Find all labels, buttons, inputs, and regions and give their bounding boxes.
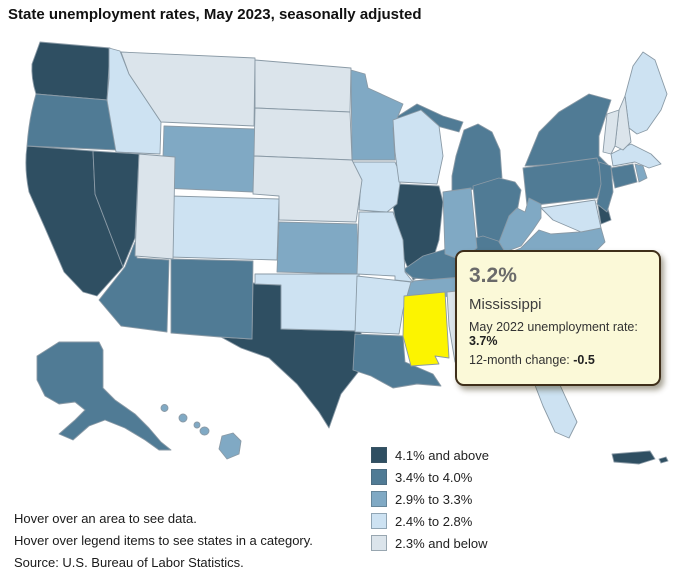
note-hover-area: Hover over an area to see data. <box>14 511 197 526</box>
tooltip-change-value: -0.5 <box>573 353 595 367</box>
state-NJ[interactable] <box>596 161 614 213</box>
state-RI[interactable] <box>634 163 648 183</box>
legend-label: 3.4% to 4.0% <box>395 469 473 485</box>
legend-swatch <box>371 447 387 463</box>
footnotes: Hover over an area to see data. Hover ov… <box>14 508 313 572</box>
legend-item-0[interactable]: 4.1% and above <box>371 444 489 466</box>
state-MD[interactable] <box>540 199 602 233</box>
legend-label: 2.3% and below <box>395 535 488 551</box>
legend-swatch <box>371 469 387 485</box>
state-CT[interactable] <box>610 163 638 189</box>
tooltip-prev-line: May 2022 unemployment rate: 3.7% <box>469 320 647 348</box>
tooltip-rate: 3.2% <box>469 264 517 287</box>
state-UT[interactable] <box>134 153 176 260</box>
state-ME[interactable] <box>624 51 668 135</box>
state-MO[interactable] <box>356 211 414 283</box>
state-WA[interactable] <box>31 41 111 101</box>
legend-item-4[interactable]: 2.3% and below <box>371 532 489 554</box>
state-AR[interactable] <box>354 275 412 335</box>
state-WI[interactable] <box>392 109 444 185</box>
state-HI[interactable] <box>160 404 242 460</box>
chart-title: State unemployment rates, May 2023, seas… <box>8 6 422 23</box>
state-NE[interactable] <box>252 155 363 223</box>
state-MT[interactable] <box>120 51 256 127</box>
legend-item-3[interactable]: 2.4% to 2.8% <box>371 510 489 532</box>
state-WY[interactable] <box>161 125 256 193</box>
legend-swatch <box>371 491 387 507</box>
legend: 4.1% and above 3.4% to 4.0% 2.9% to 3.3% 2.… <box>371 444 489 554</box>
state-OR[interactable] <box>26 93 118 151</box>
state-NV[interactable] <box>92 150 140 268</box>
state-NY[interactable] <box>524 93 612 167</box>
legend-label: 2.4% to 2.8% <box>395 513 473 529</box>
tooltip-change-label: 12-month change: <box>469 353 570 367</box>
legend-swatch <box>371 513 387 529</box>
tooltip-change-line: 12-month change: -0.5 <box>469 353 647 367</box>
tooltip-prev-label: May 2022 unemployment rate: <box>469 320 638 334</box>
state-NM[interactable] <box>170 258 254 340</box>
note-source: Source: U.S. Bureau of Labor Statistics. <box>14 555 244 570</box>
tooltip-prev-value: 3.7% <box>469 334 498 348</box>
state-PR[interactable] <box>611 450 669 465</box>
state-SD[interactable] <box>253 107 353 161</box>
state-LA[interactable] <box>352 333 442 389</box>
state-MN[interactable] <box>350 69 404 161</box>
legend-item-1[interactable]: 3.4% to 4.0% <box>371 466 489 488</box>
state-AK[interactable] <box>36 341 172 451</box>
tooltip-state-name: Mississippi <box>469 296 542 313</box>
note-hover-legend: Hover over legend items to see states in… <box>14 533 313 548</box>
state-ND[interactable] <box>254 59 352 113</box>
legend-swatch <box>371 535 387 551</box>
state-WV[interactable] <box>498 197 542 253</box>
state-KS[interactable] <box>276 221 360 275</box>
state-AZ[interactable] <box>98 241 170 333</box>
state-CO[interactable] <box>168 195 280 261</box>
state-VT[interactable] <box>602 109 620 155</box>
legend-label: 2.9% to 3.3% <box>395 491 473 507</box>
state-MS[interactable] <box>402 291 450 367</box>
legend-item-2[interactable]: 2.9% to 3.3% <box>371 488 489 510</box>
legend-label: 4.1% and above <box>395 447 489 463</box>
tooltip: 3.2% Mississippi May 2022 unemployment r… <box>455 250 661 386</box>
